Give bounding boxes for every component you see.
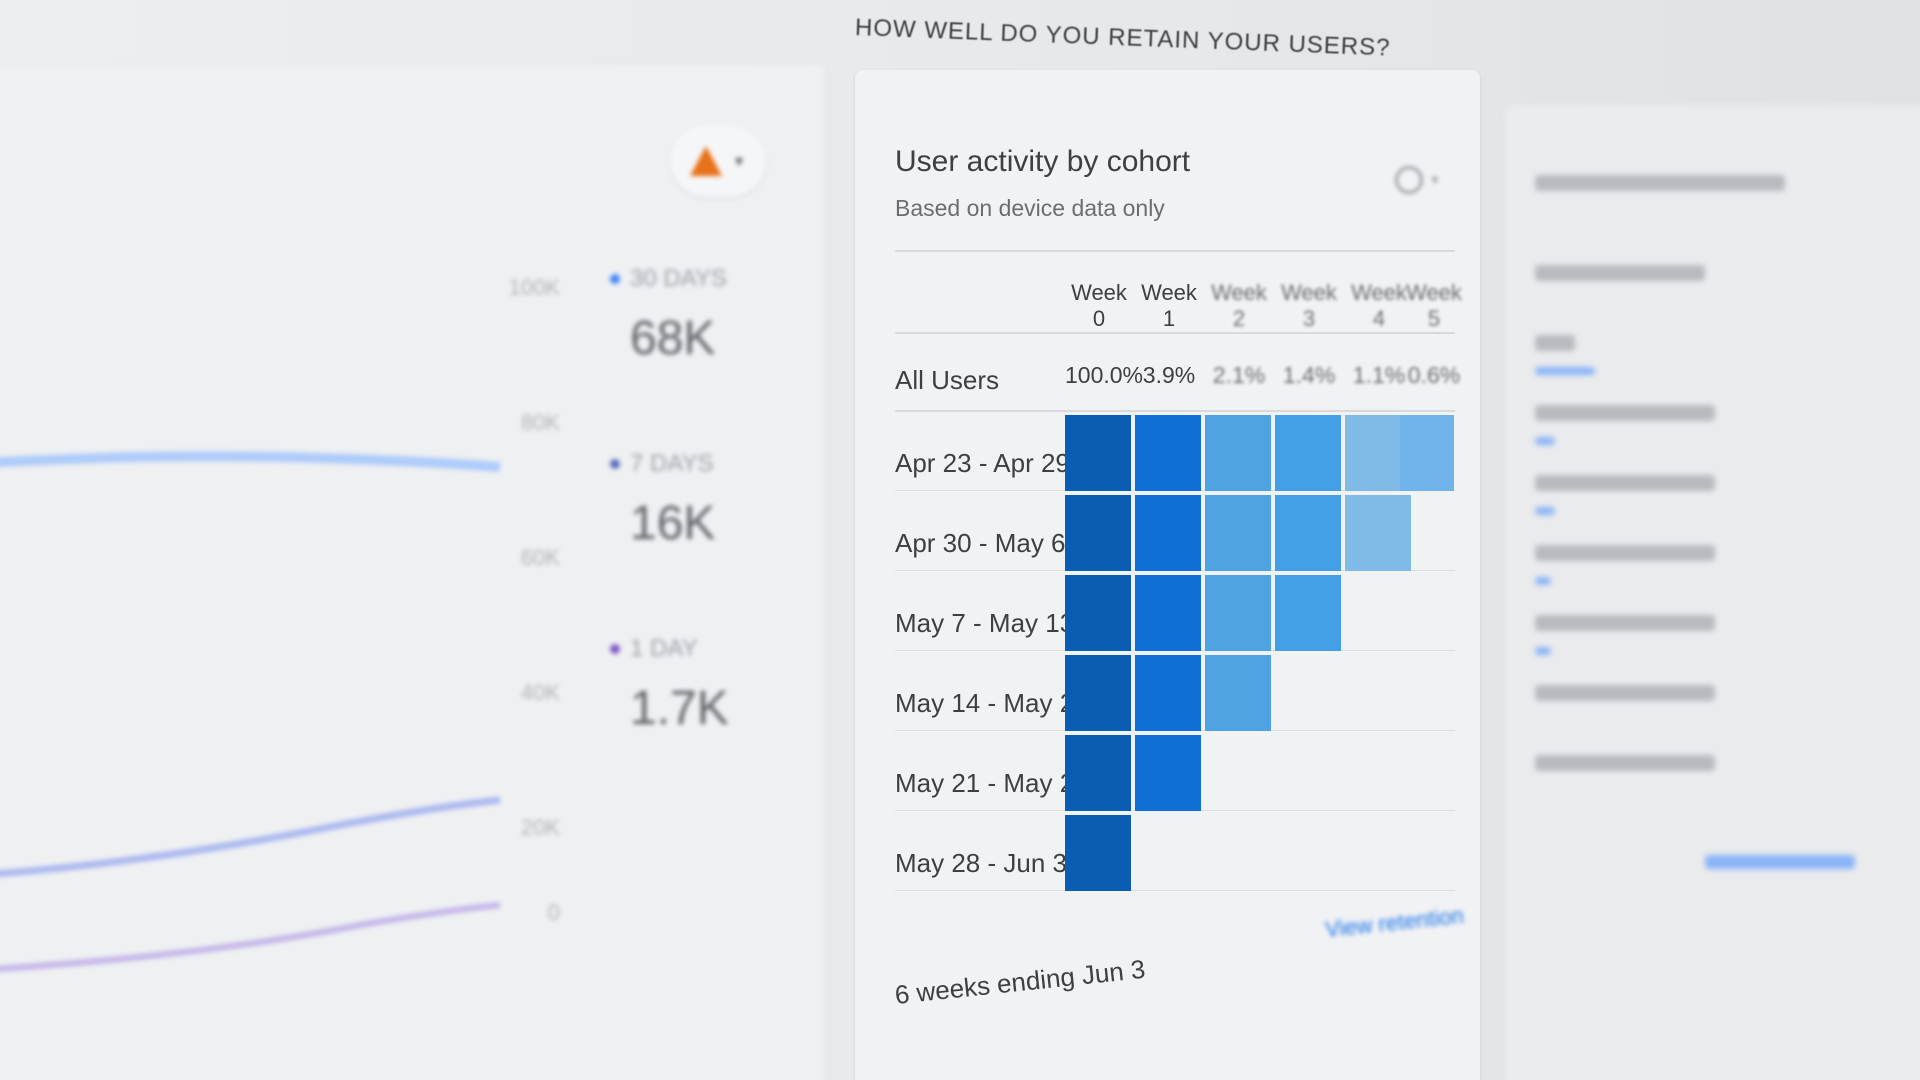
- all-users-value: 3.9%: [1142, 362, 1196, 388]
- all-users-value: 2.1%: [1212, 362, 1266, 388]
- cohort-row-label: May 7 - May 13: [895, 608, 1075, 638]
- legend-dot: [610, 459, 620, 469]
- line-7-days: [0, 796, 501, 878]
- all-users-value: 0.6%: [1407, 362, 1461, 388]
- chevron-down-icon: ▼: [1429, 173, 1441, 187]
- legend-dot: [610, 274, 620, 284]
- view-retention-link[interactable]: View retention: [1324, 902, 1465, 943]
- cohort-cell[interactable]: [1135, 495, 1201, 571]
- all-users-value: 100.0%: [1065, 362, 1144, 388]
- warning-icon: [690, 146, 723, 176]
- placeholder-text: [1535, 405, 1715, 421]
- y-tick-label: 100K: [508, 275, 560, 300]
- row-divider: [895, 890, 1455, 891]
- card-title: User activity by cohort: [895, 145, 1191, 178]
- section-heading: HOW WELL DO YOU RETAIN YOUR USERS?: [854, 14, 1392, 62]
- legend-label: 1 DAY: [630, 635, 698, 662]
- cohort-cell[interactable]: [1205, 655, 1271, 731]
- chevron-down-icon: ▼: [732, 153, 746, 169]
- cohort-cell[interactable]: [1065, 575, 1131, 651]
- cohort-row-label: Apr 23 - Apr 29: [895, 448, 1070, 478]
- placeholder-text: [1535, 755, 1715, 771]
- line-1-day: [0, 902, 501, 972]
- placeholder-text: [1535, 265, 1705, 281]
- cohort-cell[interactable]: [1065, 735, 1131, 811]
- cohort-cell[interactable]: [1275, 495, 1341, 571]
- cohort-card: User activity by cohort Based on device …: [855, 70, 1480, 1080]
- cohort-cell[interactable]: [1275, 415, 1341, 491]
- cohort-cell[interactable]: [1135, 575, 1201, 651]
- cohort-cell[interactable]: [1065, 495, 1131, 571]
- legend-value: 1.7K: [630, 682, 729, 735]
- cohort-cell[interactable]: [1205, 415, 1271, 491]
- line-30-days: [0, 451, 501, 472]
- placeholder-link: [1705, 855, 1855, 869]
- placeholder-text: [1535, 615, 1715, 631]
- legend-30-days: 30 DAYS 68K: [610, 265, 760, 366]
- cohort-cell[interactable]: [1135, 735, 1201, 811]
- placeholder-text: [1535, 545, 1715, 561]
- cohort-cell[interactable]: [1400, 415, 1454, 491]
- right-card: [1505, 105, 1920, 1080]
- date-range-note: 6 weeks ending Jun 3: [893, 953, 1147, 1010]
- y-tick-label: 20K: [520, 815, 560, 840]
- active-users-card: ▼ 100K 80K 60K 40K 20K 0 30 DAYS 68K 7 D…: [0, 65, 825, 1080]
- placeholder-bar: [1535, 507, 1555, 515]
- week-header: Week 2: [1211, 280, 1267, 331]
- placeholder-bar: [1535, 577, 1551, 585]
- week-header-divider: [895, 332, 1455, 334]
- help-circle-icon: [1395, 166, 1423, 194]
- placeholder-text: [1535, 685, 1715, 701]
- cohort-row-label: Apr 30 - May 6: [895, 528, 1066, 558]
- cohort-row-label: May 14 - May 20: [895, 688, 1089, 718]
- week-header: Week 5: [1406, 280, 1462, 331]
- placeholder-text: [1535, 335, 1575, 351]
- cohort-cell[interactable]: [1065, 415, 1131, 491]
- legend-label: 30 DAYS: [630, 265, 727, 292]
- alert-button[interactable]: ▼: [670, 125, 766, 197]
- all-users-value: 1.1%: [1352, 362, 1406, 388]
- week-header: Week 3: [1281, 280, 1337, 331]
- y-tick-label: 40K: [520, 680, 560, 705]
- placeholder-bar: [1535, 647, 1551, 655]
- placeholder-text: [1535, 475, 1715, 491]
- y-tick-label: 80K: [520, 410, 560, 435]
- all-users-divider: [895, 410, 1455, 412]
- help-menu-button[interactable]: ▼: [1395, 160, 1447, 200]
- y-tick-label: 60K: [520, 545, 560, 570]
- all-users-value: 1.4%: [1282, 362, 1336, 388]
- cohort-cell[interactable]: [1205, 575, 1271, 651]
- legend-dot: [610, 644, 620, 654]
- week-header: Week 1: [1141, 280, 1197, 331]
- week-header: Week 4: [1351, 280, 1407, 331]
- legend-value: 68K: [630, 312, 716, 365]
- all-users-label: All Users: [895, 365, 1000, 395]
- active-users-line-chart: [0, 451, 501, 972]
- cohort-cell[interactable]: [1135, 655, 1201, 731]
- cohort-row-label: May 28 - Jun 3: [895, 848, 1067, 878]
- week-header: Week 0: [1071, 280, 1127, 331]
- card-subtitle: Based on device data only: [895, 195, 1165, 221]
- legend-value: 16K: [630, 497, 716, 550]
- placeholder-bar: [1535, 367, 1595, 375]
- legend-label: 7 DAYS: [630, 450, 714, 477]
- cohort-cell[interactable]: [1345, 495, 1411, 571]
- placeholder-bar: [1535, 437, 1555, 445]
- legend-1-day: 1 DAY 1.7K: [610, 635, 760, 736]
- cohort-cell[interactable]: [1065, 815, 1131, 891]
- cohort-row-label: May 21 - May 27: [895, 768, 1089, 798]
- cohort-cell[interactable]: [1065, 655, 1131, 731]
- cohort-cell[interactable]: [1205, 495, 1271, 571]
- legend-7-days: 7 DAYS 16K: [610, 450, 760, 551]
- cohort-cell[interactable]: [1135, 415, 1201, 491]
- placeholder-text: [1535, 175, 1785, 191]
- cohort-cell[interactable]: [1275, 575, 1341, 651]
- y-tick-label: 0: [547, 900, 560, 925]
- header-divider: [895, 250, 1455, 252]
